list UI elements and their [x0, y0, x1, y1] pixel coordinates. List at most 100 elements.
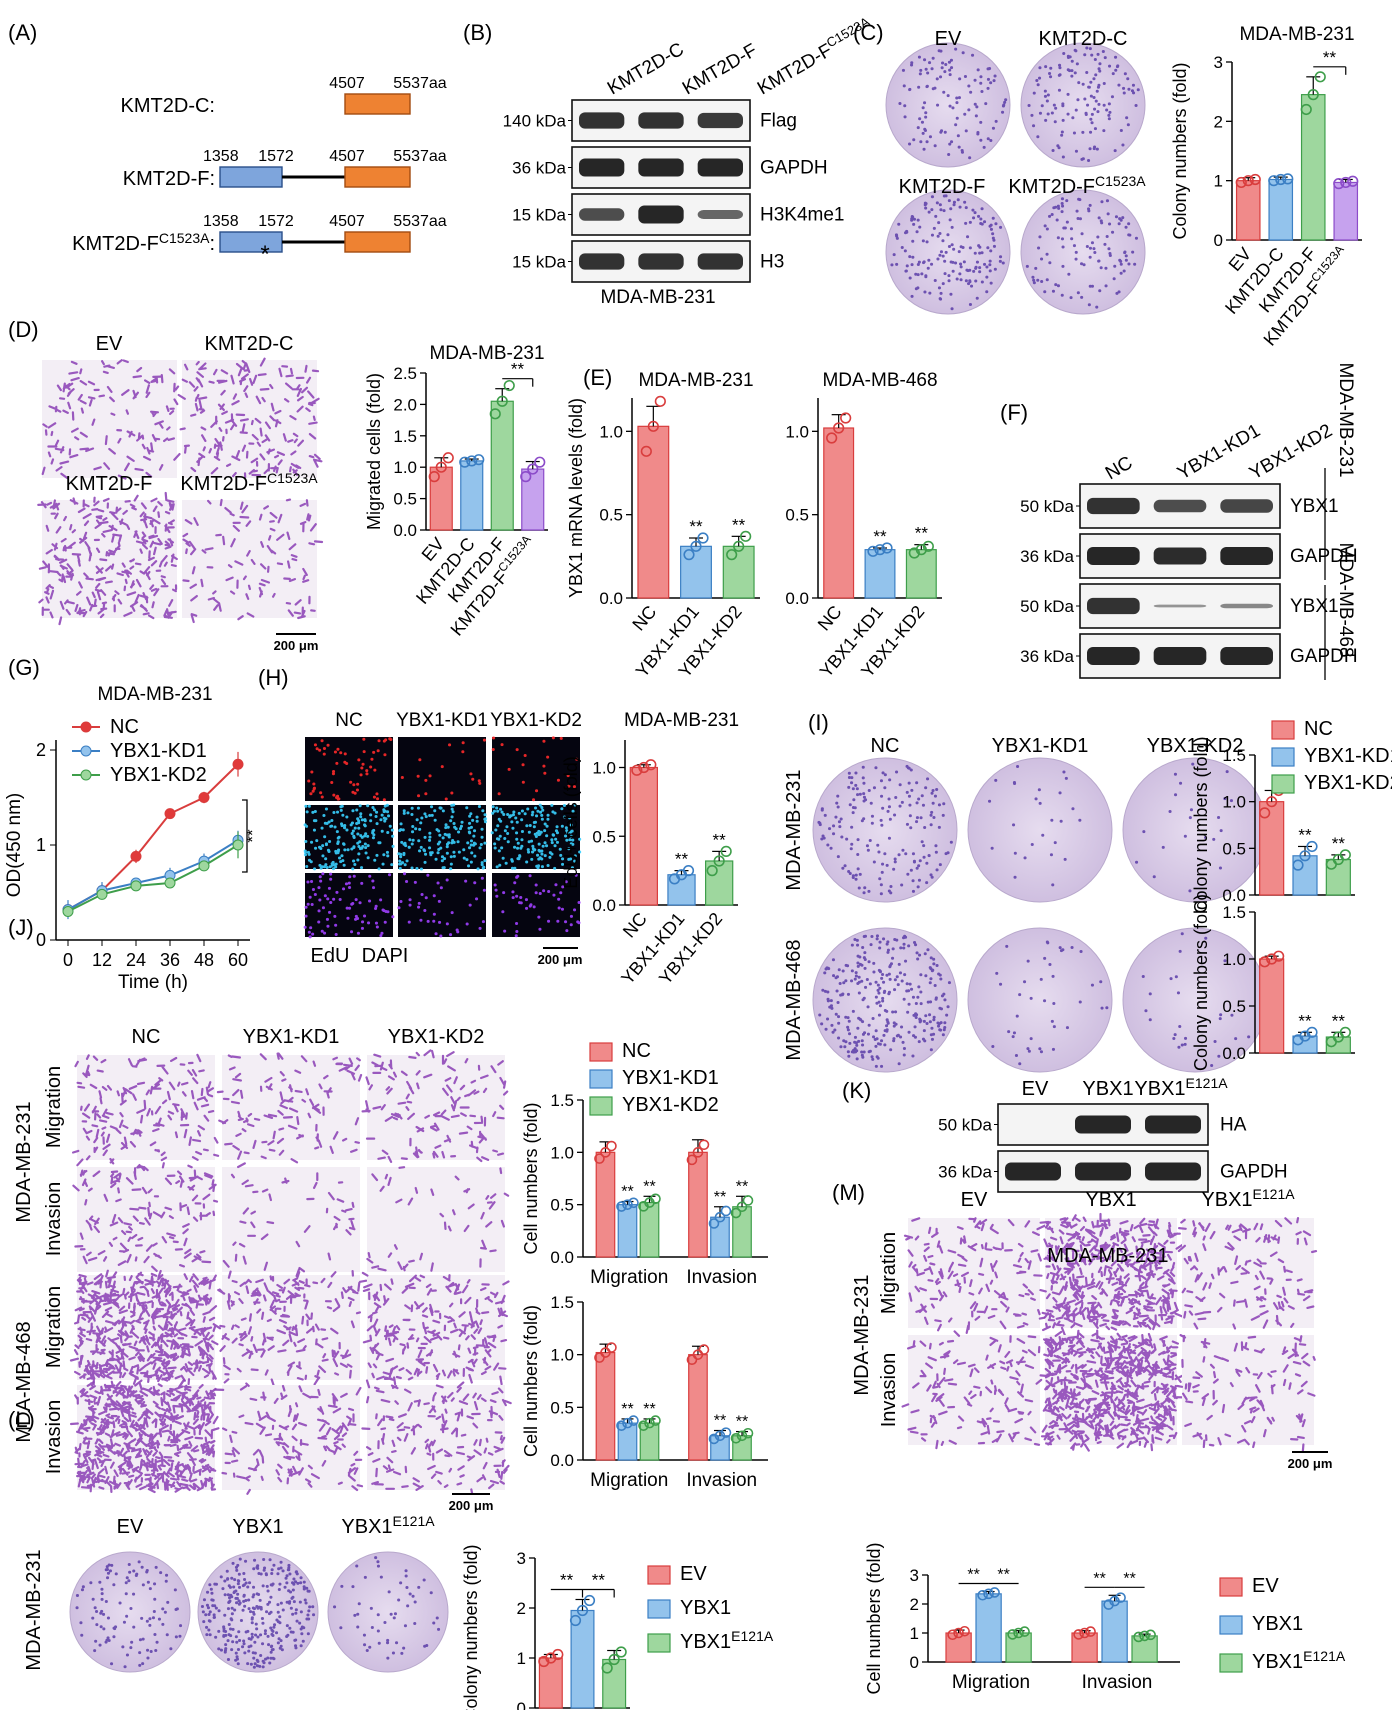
chart-title: MDA-MB-231 — [624, 710, 739, 731]
y-axis-label: Colony numbers (fold) — [461, 1544, 481, 1710]
bar — [629, 766, 658, 906]
cell-marks — [1039, 1212, 1184, 1337]
significance-mark: ** — [713, 830, 727, 849]
panel-label: (G) — [8, 655, 40, 680]
residue-number: 4507 — [329, 75, 365, 92]
bar — [975, 1593, 1002, 1663]
x-tick-label: NC — [619, 909, 651, 942]
data-point — [840, 412, 852, 424]
y-tick-label: 0.5 — [599, 506, 623, 525]
blot-band — [638, 112, 684, 129]
y-axis-label: Colony numbers (fold) — [1191, 894, 1211, 1071]
significance-mark: ** — [873, 527, 887, 546]
data-point — [569, 1614, 582, 1627]
mw-marker: 15 kDa — [512, 206, 566, 225]
data-point — [459, 456, 471, 468]
nuclei-dots — [490, 803, 582, 870]
cell-marks — [222, 1162, 356, 1273]
data-point — [496, 395, 508, 407]
significance-mark: ** — [689, 517, 703, 536]
y-tick-label: 0.0 — [1222, 1044, 1246, 1063]
colony-dots — [333, 1556, 441, 1660]
cell-line-label: MDA-MB-468 — [13, 1321, 35, 1442]
x-tick-label: 36 — [160, 950, 180, 970]
series-line — [67, 844, 239, 913]
scale-label: 200 μm — [449, 1498, 494, 1513]
cell-marks — [901, 1330, 1043, 1450]
significance-mark: ** — [967, 1567, 979, 1584]
x-tick-label: NC — [814, 602, 846, 635]
blot-label: H3 — [760, 252, 784, 273]
legend-label: NC — [110, 716, 139, 738]
plate-label: EV — [117, 1516, 144, 1538]
image-bg — [182, 500, 317, 618]
bar — [823, 427, 855, 599]
plate-label: KMT2D-FC1523A — [1008, 173, 1146, 198]
chart-D: 0.0 0.5 1.0 1.5 2.0 2.5 Migrated cells (fold) M… — [364, 343, 548, 640]
micrograph — [72, 1053, 220, 1167]
chart-E1: 0.0 0.5 1.0 YBX1 mRNA levels (fold) MDA-MB-2… — [566, 370, 760, 681]
y-tick-label: 0.0 — [550, 1248, 574, 1267]
cell-line-label: MDA-MB-231 — [13, 1101, 35, 1222]
legend-marker — [80, 721, 92, 733]
data-point — [489, 408, 501, 420]
panel-label: (K) — [842, 1078, 871, 1103]
data-point — [1273, 950, 1285, 962]
mw-marker: 36 kDa — [1020, 647, 1074, 666]
blot-band — [1153, 604, 1207, 608]
legend-swatch — [1271, 720, 1295, 740]
data-point — [690, 540, 702, 552]
data-point — [645, 759, 657, 771]
colony-dots — [1135, 762, 1233, 893]
plate-label: EV — [935, 28, 962, 50]
x-tick-label: Invasion — [686, 1267, 757, 1288]
bar — [637, 425, 670, 599]
y-tick-label: 1.0 — [393, 458, 417, 477]
y-tick-label: 2 — [910, 1595, 919, 1614]
y-axis-label: Cell numbers (fold) — [521, 1305, 541, 1457]
significance-mark: ** — [1093, 1570, 1105, 1587]
plate-label: YBX1E121A — [341, 1513, 435, 1538]
significance-mark: ** — [732, 515, 746, 534]
blot-band — [1005, 1162, 1061, 1181]
data-point — [714, 1211, 726, 1223]
nuclei-dots — [493, 873, 581, 938]
data-point — [1079, 1627, 1090, 1639]
image-bg — [1182, 1335, 1314, 1445]
data-point — [959, 1625, 970, 1637]
residue-number: 1358 — [203, 213, 239, 230]
data-point — [908, 547, 920, 559]
lane-label: YBX1 — [1082, 1078, 1133, 1100]
data-point — [1339, 1026, 1351, 1038]
legend-label: NC — [622, 1040, 651, 1062]
residue-number: 5537aa — [393, 75, 446, 92]
data-point — [698, 1139, 710, 1151]
bar — [680, 545, 712, 599]
colony-plate — [967, 927, 1113, 1073]
nuclei-dots — [400, 738, 486, 801]
bar — [595, 1151, 616, 1258]
chart-J2: 0.0 0.5 1.0 1.5 Cell numbers (fold) ** ** Migra… — [521, 1293, 768, 1491]
data-point — [638, 1420, 649, 1431]
lane-label: NC — [1102, 452, 1136, 484]
data-point — [1115, 1592, 1126, 1603]
bar — [722, 545, 755, 599]
nuclei-dots — [397, 872, 486, 938]
image-label: NC — [335, 710, 362, 731]
fluorescence-image — [397, 872, 486, 938]
legend-label: EV — [1252, 1575, 1279, 1597]
image-bg — [367, 1055, 505, 1160]
cell-marks — [182, 498, 324, 624]
x-tick-label: Invasion — [1082, 1672, 1153, 1693]
y-tick-label: 0.0 — [1222, 886, 1246, 905]
data-point — [1235, 176, 1247, 189]
data-point — [698, 1344, 710, 1355]
data-point — [730, 1433, 742, 1444]
mw-marker: 36 kDa — [938, 1163, 992, 1182]
data-point — [164, 808, 176, 820]
legend-label: YBX1E121A — [1252, 1648, 1346, 1673]
data-point — [600, 1147, 611, 1158]
y-tick-label: 0.5 — [550, 1398, 574, 1417]
